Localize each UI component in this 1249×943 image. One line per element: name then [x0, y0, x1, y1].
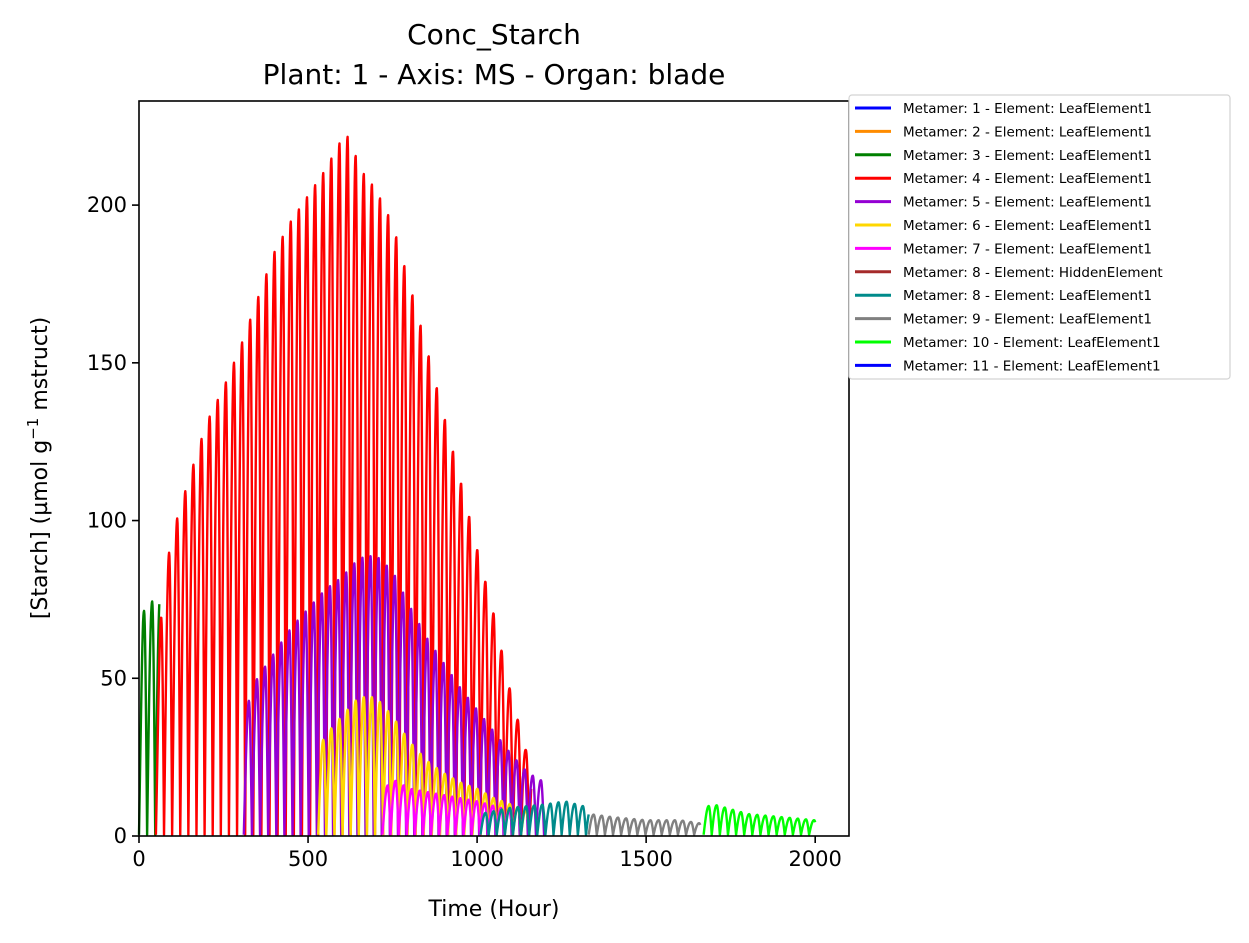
legend-label: Metamer: 9 - Element: LeafElement1: [903, 312, 1152, 328]
legend-item-8: Metamer: 8 - Element: HiddenElement: [855, 265, 1163, 281]
y-axis-label-superscript: −1: [24, 418, 42, 440]
x-tick-label: 2000: [788, 847, 841, 871]
legend-item-5: Metamer: 5 - Element: LeafElement1: [855, 195, 1152, 211]
chart-title: Conc_Starch: [407, 18, 581, 51]
series-line-6: [316, 696, 530, 836]
legend-label: Metamer: 10 - Element: LeafElement1: [903, 335, 1161, 351]
legend-label: Metamer: 1 - Element: LeafElement1: [903, 101, 1152, 117]
legend-item-4: Metamer: 4 - Element: LeafElement1: [855, 171, 1152, 187]
y-axis-ticks: 0 50 100 150 200: [87, 193, 139, 848]
legend-frame: [848, 94, 1231, 380]
series-line-10: [587, 813, 702, 836]
y-tick-label: 50: [100, 666, 127, 690]
x-tick-label: 1000: [450, 847, 503, 871]
x-tick-label: 0: [132, 847, 145, 871]
y-tick-label: 150: [87, 351, 127, 375]
x-axis-ticks: 0 500 1000 1500 2000: [132, 836, 842, 871]
legend-label: Metamer: 8 - Element: HiddenElement: [903, 265, 1163, 281]
legend-label: Metamer: 4 - Element: LeafElement1: [903, 171, 1152, 187]
x-tick-label: 1500: [619, 847, 672, 871]
legend-item-11: Metamer: 10 - Element: LeafElement1: [855, 335, 1161, 351]
legend-label: Metamer: 6 - Element: LeafElement1: [903, 218, 1152, 234]
legend-label: Metamer: 2 - Element: LeafElement1: [903, 124, 1152, 140]
legend-label: Metamer: 3 - Element: LeafElement1: [903, 148, 1152, 164]
series-line-5: [242, 555, 546, 836]
legend-label: Metamer: 11 - Element: LeafElement1: [903, 358, 1161, 374]
legend-item-6: Metamer: 6 - Element: LeafElement1: [855, 218, 1152, 234]
plot-area: [137, 135, 817, 836]
legend-item-3: Metamer: 3 - Element: LeafElement1: [855, 148, 1152, 164]
series-line-11: [702, 804, 817, 836]
legend: Metamer: 1 - Element: LeafElement1 Metame…: [848, 94, 1231, 380]
legend-item-7: Metamer: 7 - Element: LeafElement1: [855, 241, 1152, 257]
series-layer: [137, 135, 817, 836]
series-line-7: [381, 779, 513, 836]
y-tick-label: 200: [87, 193, 127, 217]
legend-item-1: Metamer: 1 - Element: LeafElement1: [855, 101, 1152, 117]
legend-items: Metamer: 1 - Element: LeafElement1 Metame…: [855, 101, 1163, 374]
y-axis-label-tail: mstruct): [28, 317, 53, 418]
x-tick-label: 500: [288, 847, 328, 871]
series-line-9: [479, 800, 590, 836]
y-axis-label: [Starch] (µmol g−1 mstruct): [24, 317, 53, 619]
legend-item-2: Metamer: 2 - Element: LeafElement1: [855, 124, 1152, 140]
legend-label: Metamer: 7 - Element: LeafElement1: [903, 241, 1152, 257]
legend-item-9: Metamer: 8 - Element: LeafElement1: [855, 288, 1152, 304]
plot-frame: [138, 100, 850, 837]
chart-subtitle: Plant: 1 - Axis: MS - Organ: blade: [263, 58, 726, 91]
y-axis-label-main: [Starch] (µmol g: [28, 440, 53, 619]
y-tick-label: 0: [114, 824, 127, 848]
y-tick-label: 100: [87, 509, 127, 533]
legend-label: Metamer: 5 - Element: LeafElement1: [903, 195, 1152, 211]
legend-item-10: Metamer: 9 - Element: LeafElement1: [855, 312, 1152, 328]
legend-item-12: Metamer: 11 - Element: LeafElement1: [855, 358, 1161, 374]
x-axis-label: Time (Hour): [428, 897, 560, 922]
legend-label: Metamer: 8 - Element: LeafElement1: [903, 288, 1152, 304]
